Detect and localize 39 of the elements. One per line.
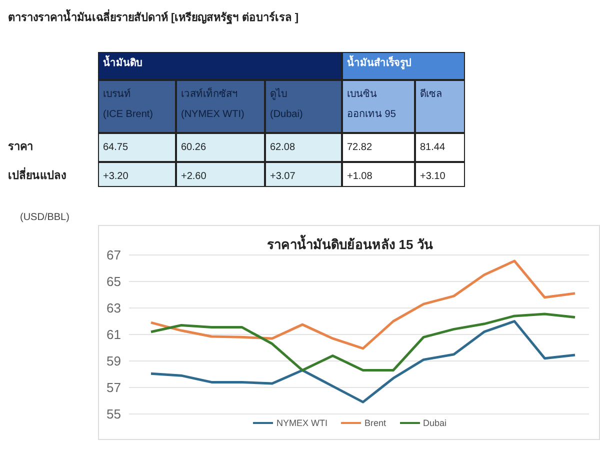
y-tick-label: 65 [106, 274, 121, 290]
text: 62.08 [265, 133, 342, 162]
text: น้ำมันดิบ [98, 52, 342, 80]
text: เวสท์เท็กซัสฯ [181, 86, 239, 102]
text: เบรนท์ [103, 87, 132, 102]
text: 81.44 [415, 133, 465, 162]
chart-title: ราคาน้ำมันดิบย้อนหลัง 15 วัน [267, 237, 433, 252]
text: ดีเซล [420, 88, 443, 102]
y-tick-label: 59 [106, 354, 121, 369]
y-tick-label: 61 [106, 327, 121, 342]
text: +1.08 [342, 162, 415, 187]
text: (NYMEX WTI) [181, 108, 246, 122]
y-tick-label: 67 [106, 248, 121, 263]
line-series [150, 260, 576, 350]
line-series [150, 312, 576, 372]
legend-label: Brent [363, 418, 386, 428]
text: +3.20 [98, 162, 176, 187]
text: +3.10 [415, 162, 465, 187]
legend-label: NYMEX WTI [275, 418, 328, 428]
text: 64.75 [98, 133, 176, 162]
text: ดูไบ [270, 87, 288, 102]
text: เปลี่ยนแปลง [8, 166, 66, 184]
text: เบนซิน [347, 88, 378, 102]
text: น้ำมันสำเร็จรูป [342, 52, 465, 80]
text: ออกเทน 95 [347, 108, 397, 122]
line-series [150, 320, 576, 404]
y-tick-label: 55 [106, 406, 121, 422]
legend-label: Dubai [422, 418, 447, 428]
y-tick-label: 63 [106, 300, 121, 316]
text: (ICE Brent) [103, 108, 154, 122]
text: 60.26 [176, 133, 265, 162]
text: 72.82 [342, 133, 415, 162]
text: (Dubai) [270, 108, 304, 122]
y-tick-label: 57 [106, 380, 121, 396]
y-axis-title: (USD/BBL) [20, 212, 70, 223]
text: +3.07 [265, 162, 342, 187]
text: ตารางราคาน้ำมันเฉลี่ยรายสัปดาห์ [เหรียญสหรัฐฯ ต่อบาร์เรล ] [8, 8, 298, 26]
text: +2.60 [176, 162, 265, 187]
text: ราคา [8, 140, 33, 155]
